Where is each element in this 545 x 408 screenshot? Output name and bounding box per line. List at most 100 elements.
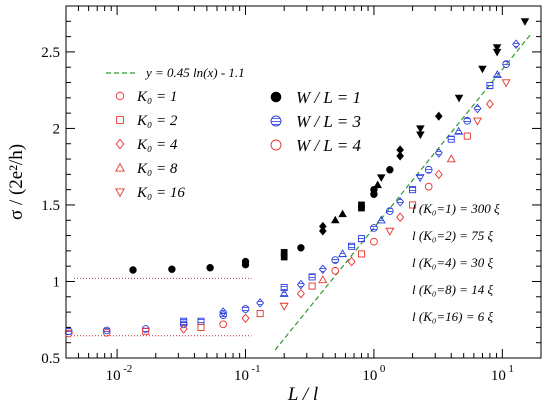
data-point <box>219 320 228 329</box>
data-point <box>280 284 288 292</box>
data-point <box>206 264 214 272</box>
data-point <box>386 166 394 174</box>
data-point <box>129 266 137 274</box>
data-point <box>241 257 250 266</box>
data-point <box>486 82 494 90</box>
x-tick-exponent: -2 <box>123 363 132 375</box>
data-point <box>424 182 433 191</box>
data-point <box>409 201 417 209</box>
data-point <box>396 151 404 161</box>
data-point <box>512 39 521 50</box>
data-point <box>338 209 347 218</box>
y-tick-label: 1 <box>53 274 61 290</box>
legend-k-marker <box>115 138 125 150</box>
data-point <box>446 154 456 163</box>
data-point <box>501 79 511 88</box>
data-point <box>241 305 250 313</box>
data-point <box>318 264 327 275</box>
data-point <box>331 215 340 224</box>
data-point <box>331 256 340 264</box>
y-tick-label: 1.5 <box>41 198 60 214</box>
axis-ticks: 10 -2 10 -1 10 0 10 10.511.522.5 <box>41 6 542 384</box>
data-point <box>385 207 394 215</box>
annotation-mean-free-path: l (K₀=1) = 300 ξ <box>412 201 500 216</box>
data-point <box>102 328 111 337</box>
data-point <box>447 135 455 143</box>
data-point <box>485 99 494 109</box>
annotation-mean-free-path: l (K₀=16) = 6 ξ <box>412 309 494 324</box>
data-point <box>376 215 386 224</box>
annotation-mean-free-path: l (K₀=2) = 75 ξ <box>412 228 494 243</box>
data-point <box>463 132 471 140</box>
data-point <box>358 201 365 209</box>
data-point <box>296 279 305 290</box>
data-point <box>415 174 425 183</box>
data-point <box>168 265 176 273</box>
data-point <box>308 273 316 281</box>
data-point <box>376 174 386 182</box>
data-point <box>492 70 502 79</box>
legend-k-marker <box>115 91 125 101</box>
y-tick-label: 2 <box>53 121 61 137</box>
x-tick-label: 10 <box>491 368 506 384</box>
data-point <box>197 317 205 325</box>
data-point <box>141 325 150 333</box>
annotation-mean-free-path: l (K₀=8) = 14 ξ <box>412 282 494 297</box>
data-point <box>472 117 482 126</box>
data-point <box>319 221 327 231</box>
data-point <box>492 44 502 52</box>
data-point <box>396 145 404 155</box>
annotations: l (K₀=1) = 300 ξ l (K₀=2) = 75 ξ l (K₀=4) … <box>412 201 500 324</box>
legend-k-marker <box>116 116 124 124</box>
x-tick-label: 10 <box>234 368 249 384</box>
data-point <box>347 256 356 267</box>
data-point <box>338 249 348 258</box>
data-point <box>463 116 472 125</box>
legend-k-marker <box>115 162 125 172</box>
data-point <box>416 125 425 133</box>
series-0 <box>129 18 530 274</box>
data-point <box>502 60 510 69</box>
data-point <box>478 65 487 74</box>
annotation-mean-free-path: l (K₀=4) = 30 ξ <box>412 255 494 270</box>
x-tick-exponent: 1 <box>508 363 514 375</box>
x-tick-label: 10 <box>362 368 377 384</box>
legend-k-label: K₀ = 8 <box>136 161 178 177</box>
data-point <box>319 226 327 236</box>
y-tick-label: 2.5 <box>41 45 60 61</box>
data-point <box>396 212 405 222</box>
data-points <box>64 18 530 338</box>
legend-k-label: K₀ = 16 <box>136 185 185 201</box>
data-point <box>331 266 340 275</box>
data-point <box>348 242 356 250</box>
series-1 <box>64 39 521 336</box>
data-point <box>434 169 443 180</box>
data-point <box>256 298 265 308</box>
data-point <box>256 310 264 318</box>
data-point <box>370 237 378 246</box>
legend-w-marker <box>270 139 282 151</box>
y-tick-label: 0.5 <box>41 351 60 367</box>
plot-frame <box>65 5 542 359</box>
data-point <box>219 307 228 317</box>
legend-w-label: W / L = 1 <box>296 88 361 107</box>
legend-k-label: K₀ = 4 <box>136 137 178 153</box>
x-tick-exponent: -1 <box>252 363 261 375</box>
y-axis-label: σ / (2e²/h) <box>6 144 27 220</box>
series-2 <box>64 79 511 338</box>
data-point <box>197 323 205 331</box>
x-tick-exponent: 0 <box>380 363 386 375</box>
data-point <box>435 111 443 121</box>
data-point <box>279 302 289 311</box>
data-point <box>180 317 188 325</box>
data-point <box>102 326 111 335</box>
data-point <box>520 18 530 26</box>
x-tick-label: 10 <box>106 368 121 384</box>
x-axis-label: L / l <box>287 384 318 405</box>
data-point <box>409 186 417 194</box>
legend-fit-label: y = 0.45 ln(x) - 1.1 <box>144 65 245 80</box>
legend-w-marker <box>270 115 282 127</box>
fit-line <box>274 32 533 351</box>
data-point <box>473 103 482 114</box>
reference-lines <box>74 277 252 337</box>
